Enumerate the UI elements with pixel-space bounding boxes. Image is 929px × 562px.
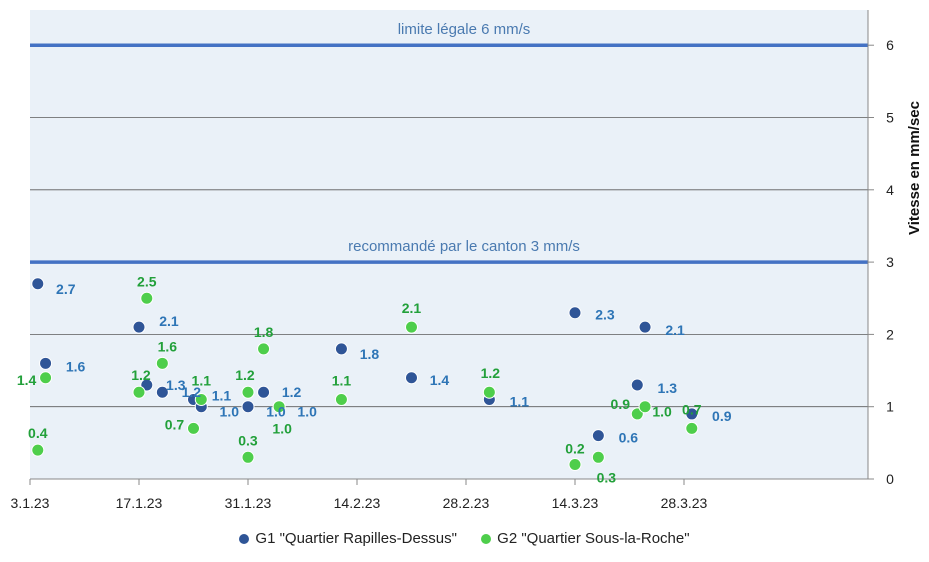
data-labels: 2.71.62.11.31.2 1.11.0 1.01.21.01.81.41.12… [17,273,732,485]
data-label-g1-8: 1.2 [282,384,302,400]
data-label-g1-9: 1.0 [297,404,317,420]
data-label-g1-17: 0.9 [712,408,732,424]
scatter-chart: limite légale 6 mm/s recommandé par le ca… [11,10,923,511]
point-g1-14 [591,429,605,443]
y-tick-label-1: 1 [886,399,894,415]
data-label-g2-10: 1.0 [272,421,292,437]
data-label-g1-7: 1.0 [266,404,286,420]
data-label-g1-13: 2.3 [595,307,615,323]
data-label-g1-1: 1.6 [66,358,86,374]
reference-lines: limite légale 6 mm/s recommandé par le ca… [30,21,868,264]
data-points [31,277,699,472]
point-g2-0 [31,443,45,457]
point-g1-2 [132,320,146,334]
plot-background [30,10,868,479]
point-g2-11 [334,392,348,406]
data-label-g2-4: 1.6 [158,338,178,354]
legend-item-g1: G1 "Quartier Rapilles-Dessus" [239,530,457,547]
point-g2-4 [155,356,169,370]
data-label-g2-9: 1.8 [254,324,274,340]
data-label-g2-0: 0.4 [28,425,48,441]
data-label-g2-14: 0.2 [565,441,585,457]
data-label-g2-3: 2.5 [137,273,157,289]
y-tick-label-2: 2 [886,326,894,342]
point-g2-7 [241,450,255,464]
data-label-g1-14: 0.6 [619,430,639,446]
y-tick-label-5: 5 [886,110,894,126]
data-label-g1-11: 1.4 [430,372,450,388]
point-g1-0 [31,277,45,291]
point-g2-6 [194,392,208,406]
y-tick-label-0: 0 [886,471,894,487]
data-label-g1-3: 1.3 [166,377,186,393]
point-g2-8 [241,385,255,399]
data-label-g2-2: 1.2 [131,367,151,383]
point-g2-2 [132,385,146,399]
y-tick-label-4: 4 [886,182,894,198]
axes: 0 1 2 3 4 5 6 3.1.23 17.1.23 31.1.23 14.2.23 28.2.2… [11,10,894,511]
data-label-g1-12: 1.1 [510,393,530,409]
legend: G1 "Quartier Rapilles-Dessus" G2 "Quarti… [0,530,929,548]
legend-marker-g2 [481,533,492,544]
reference-label-3: recommandé par le canton 3 mm/s [348,238,580,255]
reference-label-6: limite légale 6 mm/s [398,21,531,38]
legend-marker-g1 [239,533,250,544]
point-g2-1 [39,371,53,385]
y-tick-label-3: 3 [886,254,894,270]
data-label-g1-2: 2.1 [159,313,179,329]
point-g2-14 [568,458,582,472]
point-g2-17 [638,400,652,414]
y-axis-title: Vitesse en mm/sec [906,101,923,235]
point-g1-16 [638,320,652,334]
point-g1-15 [630,378,644,392]
point-g2-10 [272,400,286,414]
data-label-g1-0: 2.7 [56,281,76,297]
data-label-g1-16: 2.1 [665,322,685,338]
data-label-g2-12: 2.1 [402,300,422,316]
data-label-g1-5: 1.1 [212,387,232,403]
point-g1-10 [334,342,348,356]
data-label-g2-16: 0.9 [611,396,631,412]
point-g1-11 [404,371,418,385]
y-tick-label-6: 6 [886,37,894,53]
legend-label-g2: G2 "Quartier Sous-la-Roche" [497,530,690,547]
data-label-g2-8: 1.2 [235,367,255,383]
data-label-g1-15: 1.3 [658,380,678,396]
point-g2-3 [140,291,154,305]
data-label-g2-1: 1.4 [17,372,37,388]
point-g2-5 [186,421,200,435]
data-label-g2-7: 0.3 [238,432,258,448]
data-label-g2-6: 1.1 [192,372,212,388]
x-tick-label-2: 31.1.23 [225,495,272,511]
point-g1-1 [39,356,53,370]
x-tick-label-3: 14.2.23 [334,495,381,511]
point-g1-13 [568,306,582,320]
data-label-g2-18: 0.7 [682,401,702,417]
x-tick-label-0: 3.1.23 [11,495,50,511]
x-tick-label-1: 17.1.23 [116,495,163,511]
point-g2-12 [404,320,418,334]
x-tick-label-6: 28.3.23 [661,495,708,511]
data-label-g1-4: 1.2 [182,384,202,400]
point-g2-18 [685,421,699,435]
data-label-g2-17: 1.0 [652,404,672,420]
data-label-g1-10: 1.8 [360,346,380,362]
data-label-g2-13: 1.2 [481,365,501,381]
point-g1-4 [155,385,169,399]
x-tick-label-4: 28.2.23 [443,495,490,511]
point-g2-9 [257,342,271,356]
data-label-g1-6: 1.0 [220,404,240,420]
data-label-g2-11: 1.1 [332,372,352,388]
data-label-g2-5: 0.7 [165,416,185,432]
x-tick-label-5: 14.3.23 [552,495,599,511]
legend-label-g1: G1 "Quartier Rapilles-Dessus" [255,530,457,547]
legend-item-g2: G2 "Quartier Sous-la-Roche" [481,530,690,547]
point-g1-8 [257,385,271,399]
point-g2-13 [482,385,496,399]
point-g1-7 [241,400,255,414]
point-g2-15 [591,450,605,464]
data-label-g2-15: 0.3 [597,469,617,485]
point-g1-17 [685,407,699,421]
